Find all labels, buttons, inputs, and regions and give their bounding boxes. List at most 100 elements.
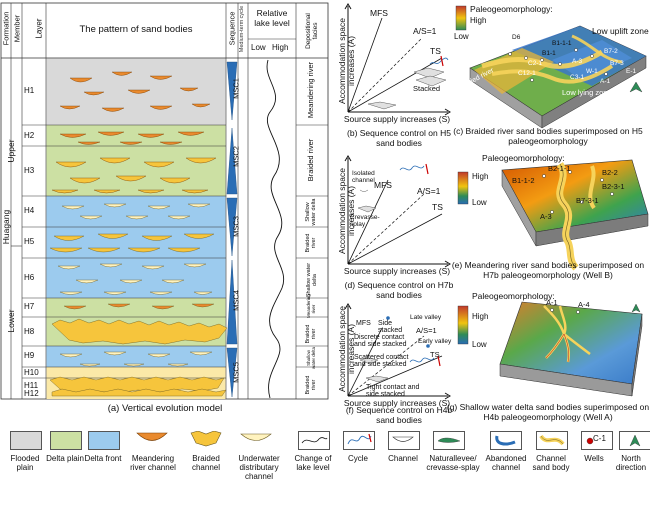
header-pattern: The pattern of sand bodies bbox=[79, 24, 193, 35]
facies-label: Meandering river bbox=[306, 61, 315, 119]
panel-e-well: B7-3-1 bbox=[576, 196, 599, 205]
sequence-label: MSC4 bbox=[231, 290, 241, 311]
panel-d-sequence-control: Accommodation space increases (A) Source… bbox=[330, 150, 454, 300]
panel-c-well: W-1 bbox=[586, 68, 598, 75]
facies-label: Braided river bbox=[305, 233, 317, 253]
layer-label: H12 bbox=[24, 389, 39, 398]
panel-c-high: High bbox=[470, 16, 487, 25]
panel-g-delta-map: Paleogeomorphology: High Low A-1 A-4 (g)… bbox=[447, 291, 650, 423]
panel-d-crevasse: Crevasse-splay bbox=[350, 214, 380, 228]
panel-f-tight: Tight contact and side stacked bbox=[366, 384, 420, 398]
panel-f-scattered: Scattered contact and side stacked bbox=[354, 354, 409, 368]
header-lake-level: Relative lake level bbox=[254, 8, 290, 28]
panel-d-xlabel: Source supply increases (S) bbox=[343, 266, 451, 276]
layer-label: H8 bbox=[24, 327, 35, 336]
panel-c-well: A-1 bbox=[600, 78, 611, 85]
legend-label: Cycle bbox=[347, 454, 368, 463]
legend-label: Abandoned channel bbox=[485, 454, 527, 472]
legend-swatch-braided-channel bbox=[190, 430, 222, 448]
legend-swatch-flooded-plain bbox=[10, 431, 42, 450]
panel-b-sequence-control: Accommodation space increases (A) Source… bbox=[330, 0, 452, 150]
panel-c-braided-river-map: Paleogeomorphology: High Low Low uplift … bbox=[452, 0, 650, 152]
panel-f-late: Late valley bbox=[410, 314, 442, 321]
sequence-label: MSC3 bbox=[231, 216, 241, 237]
layer-bands bbox=[46, 58, 226, 399]
legend-label: Meandering river channel bbox=[130, 454, 176, 472]
layer-label: H7 bbox=[24, 302, 35, 311]
facies-label: Braided river bbox=[306, 138, 315, 182]
panel-d-mfs: MFS bbox=[374, 180, 392, 190]
facies-label: Braided river bbox=[305, 324, 317, 344]
panel-c-well: C12-1 bbox=[518, 70, 536, 77]
panel-c-well: C2-1 bbox=[528, 60, 543, 67]
panel-c-zone: Low uplift zone bbox=[592, 26, 649, 36]
legend: C-1 Flooded plain Delta plain Delta fron… bbox=[0, 425, 650, 514]
layer-label: H5 bbox=[24, 237, 35, 246]
panel-c-well: B1-1-1 bbox=[552, 40, 572, 47]
panel-c-well: E-1 bbox=[626, 68, 637, 75]
facies-label: Meandering river bbox=[306, 294, 316, 318]
lake-level-curve bbox=[266, 59, 285, 399]
legend-label: Flooded plain bbox=[10, 454, 40, 472]
panel-f-caption: (f) Sequence control on H4b sand bodies bbox=[345, 405, 453, 425]
header-sequence: Sequence bbox=[227, 11, 237, 46]
layer-label: H11 bbox=[24, 381, 39, 390]
panel-a-vertical-model: Formation Member Layer The pattern of sa… bbox=[0, 0, 330, 415]
legend-swatch-lake-level bbox=[298, 431, 330, 450]
panel-d-as1: A/S=1 bbox=[417, 186, 441, 196]
panel-f-xlabel: Source supply increases (S) bbox=[343, 398, 451, 408]
panel-g-high: High bbox=[472, 312, 489, 321]
panel-g-title: Paleogeomorphology: bbox=[472, 291, 555, 301]
panel-e-well: B2-2 bbox=[602, 168, 618, 177]
facies-label: Shallow water delta bbox=[306, 262, 318, 298]
layer-label: H6 bbox=[24, 273, 35, 282]
panel-e-well: B1-1-2 bbox=[512, 176, 535, 185]
facies-label: Shallow water delta bbox=[305, 198, 317, 226]
panel-b-ylabel: Accommodation space increases (A) bbox=[337, 18, 356, 104]
panel-b-mfs: MFS bbox=[370, 8, 388, 18]
sand-bodies-h9-h12 bbox=[49, 351, 227, 397]
header-high: High bbox=[272, 43, 289, 52]
panel-b-stacked: Stacked bbox=[413, 84, 441, 93]
legend-label: Delta front bbox=[84, 454, 122, 463]
panel-c-title: Paleogeomorphology: bbox=[470, 4, 553, 14]
panel-c-low: Low bbox=[454, 32, 469, 41]
panel-g-well: A-1 bbox=[546, 298, 558, 307]
legend-label: Underwater distributary channel bbox=[238, 454, 280, 481]
header-formation: Formation bbox=[1, 11, 11, 46]
panel-e-caption: (e) Meandering river sand bodies superim… bbox=[451, 260, 645, 280]
panel-g-well: A-4 bbox=[578, 300, 590, 309]
panel-e-meandering-map: Paleogeomorphology: High Low B2-1-1 B1-1… bbox=[452, 150, 650, 300]
panel-g-low: Low bbox=[472, 340, 487, 349]
layer-label: H2 bbox=[24, 131, 35, 140]
sand-bodies-h2-h3 bbox=[51, 131, 217, 194]
legend-swatch-cycle bbox=[343, 431, 375, 450]
layer-label: H9 bbox=[24, 351, 35, 360]
sequence-label: MSC5 bbox=[231, 362, 241, 383]
legend-swatch-north bbox=[619, 431, 650, 450]
legend-label: North direction bbox=[615, 454, 647, 472]
formation-name: Huagang bbox=[1, 209, 11, 245]
legend-label: Change of lake level bbox=[294, 454, 332, 472]
panel-c-well: B7-2 bbox=[604, 48, 618, 55]
legend-label: Delta plain bbox=[46, 454, 84, 463]
panel-c-well: A-3 bbox=[572, 58, 583, 65]
layer-label: H4 bbox=[24, 206, 35, 215]
panel-a-caption: (a) Vertical evolution model bbox=[107, 403, 223, 414]
member-lower: Lower bbox=[6, 309, 16, 333]
layer-label: H1 bbox=[24, 86, 35, 95]
panel-e-well: B2-1-1 bbox=[548, 164, 571, 173]
panel-e-well: A-3 bbox=[540, 212, 552, 221]
panel-d-caption: (d) Sequence control on H7b sand bodies bbox=[344, 280, 454, 300]
legend-label: Channel bbox=[388, 454, 418, 463]
panel-f-early: Early valley bbox=[418, 338, 452, 345]
panel-e-high: High bbox=[472, 172, 489, 181]
legend-swatch-delta-plain bbox=[50, 431, 82, 450]
header-facies: Depositional facies bbox=[305, 13, 319, 49]
panel-c-well: D6 bbox=[512, 34, 521, 41]
header-member: Member bbox=[12, 14, 22, 43]
panel-c-caption: (c) Braided river sand bodies superimpos… bbox=[453, 126, 643, 146]
panel-f-ts: TS bbox=[430, 350, 440, 359]
panel-e-title: Paleogeomorphology: bbox=[482, 153, 565, 163]
panel-b-xlabel: Source supply increases (S) bbox=[343, 114, 451, 124]
